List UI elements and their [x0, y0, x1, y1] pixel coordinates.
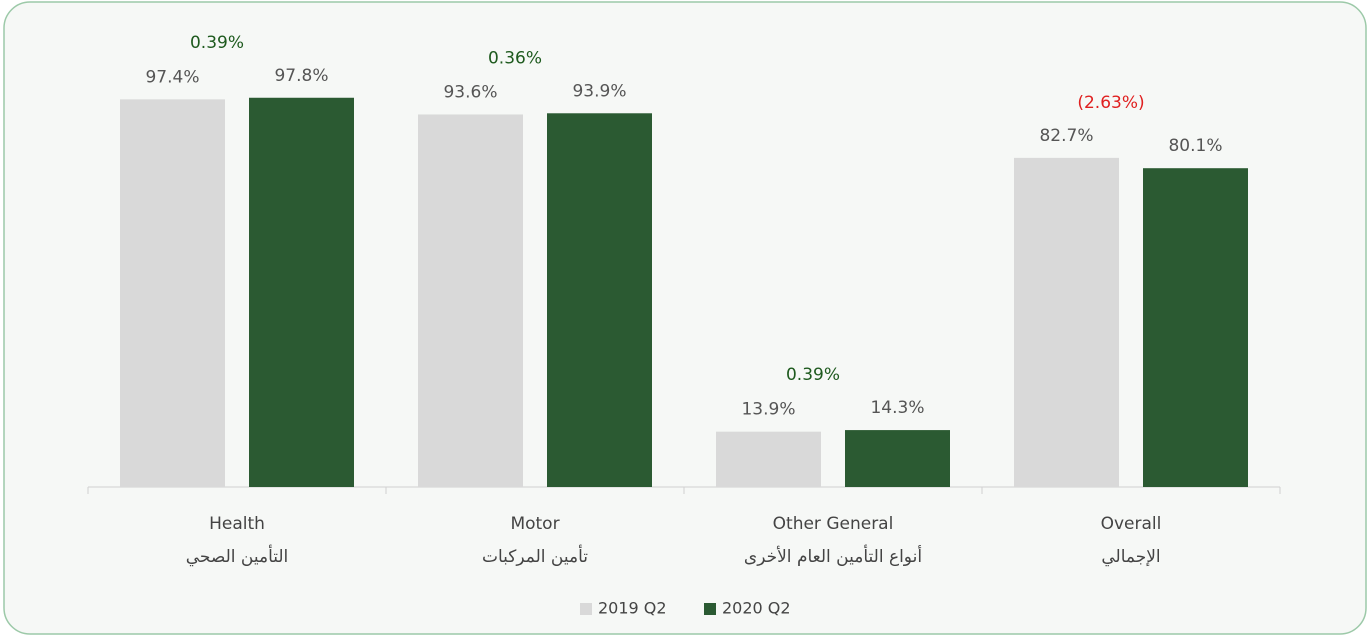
- value-label: 93.9%: [572, 81, 626, 101]
- x-tick-label: Overall: [1101, 514, 1162, 534]
- value-label: 14.3%: [870, 398, 924, 418]
- change-annotation: (2.63%): [1077, 93, 1144, 113]
- x-tick-label-ar: التأمين الصحي: [186, 544, 289, 567]
- bar: [1143, 168, 1248, 487]
- change-annotation: 0.39%: [190, 33, 244, 53]
- x-tick-label-ar: تأمين المركبات: [482, 544, 588, 567]
- value-label: 80.1%: [1168, 136, 1222, 156]
- bar: [1014, 157, 1119, 487]
- bar: [547, 113, 652, 487]
- x-tick-label: Other General: [773, 514, 894, 534]
- change-annotation: 0.39%: [786, 365, 840, 385]
- change-annotation: 0.36%: [488, 48, 542, 68]
- legend-label: 2020 Q2: [722, 599, 791, 618]
- legend-swatch: [704, 603, 716, 615]
- bar: [716, 431, 821, 487]
- x-tick-label-ar: أنواع التأمين العام الأخرى: [744, 544, 922, 567]
- value-label: 97.8%: [274, 66, 328, 86]
- x-tick-label: Health: [209, 514, 265, 534]
- value-label: 13.9%: [741, 400, 795, 420]
- bar: [845, 430, 950, 487]
- bar: [120, 99, 225, 488]
- value-label: 82.7%: [1039, 126, 1093, 146]
- bar: [249, 97, 354, 488]
- legend-label: 2019 Q2: [598, 599, 667, 618]
- value-label: 97.4%: [145, 67, 199, 87]
- x-tick-label: Motor: [510, 514, 559, 534]
- bar: [418, 114, 523, 488]
- x-tick-label-ar: الإجمالي: [1101, 547, 1160, 567]
- value-label: 93.6%: [443, 82, 497, 102]
- legend-swatch: [580, 603, 592, 615]
